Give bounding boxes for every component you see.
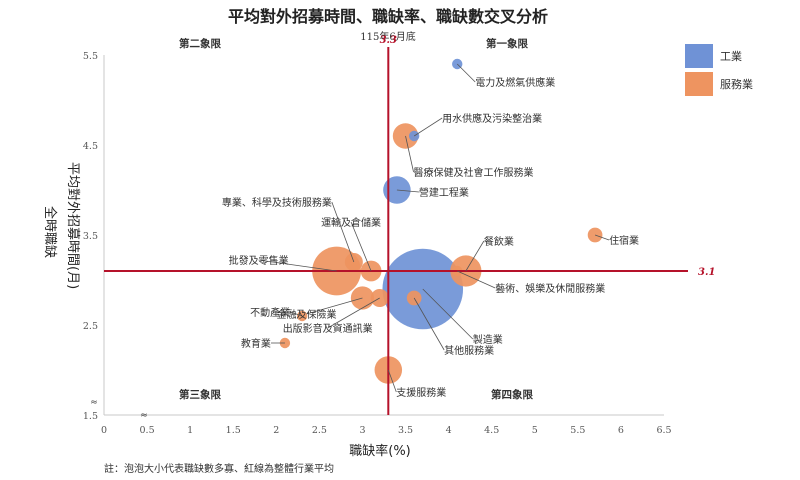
bubble-label: 教育業 (241, 337, 271, 350)
bubble-label: 支援服務業 (396, 386, 446, 399)
y-tick-label: 5.5 (83, 51, 98, 62)
bubble-label: 醫療保健及社會工作服務業 (414, 166, 534, 179)
bubble-label: 電力及燃氣供應業 (475, 76, 555, 89)
bubble-label: 批發及零售業 (229, 254, 289, 267)
bubble-label: 金融及保險業 (276, 308, 336, 321)
x-axis-label: 職缺率(%) (349, 443, 411, 459)
ref-value-vertical: 3.3 (380, 35, 397, 46)
x-tick-label: 3.5 (398, 425, 413, 436)
x-axis-break-mark: ≈ (140, 410, 148, 421)
bubble-label: 運輸及倉儲業 (321, 216, 381, 229)
label-leader-line (465, 240, 485, 272)
chart-note: 註：泡泡大小代表職缺數多寡、紅線為整體行業平均 (104, 462, 334, 475)
label-leader-line (350, 221, 372, 272)
ref-value-horizontal: 3.1 (698, 267, 715, 278)
x-tick-label: 1.5 (226, 425, 241, 436)
label-leader-line (258, 259, 337, 272)
y-axis-break-mark: ≈ (90, 397, 98, 408)
quadrant-label: 第一象限 (486, 37, 528, 50)
x-tick-label: 4 (446, 425, 452, 436)
x-tick-label: 6.5 (656, 425, 671, 436)
label-leader-line (405, 135, 414, 173)
label-leader-line (594, 234, 610, 241)
x-tick-label: 2 (273, 425, 279, 436)
label-leader-line (456, 63, 476, 83)
legend: 工業 服務業 (685, 44, 753, 96)
legend-swatch-industry (685, 44, 713, 68)
label-leader-line (457, 270, 496, 289)
bubble-label: 製造業 (473, 333, 503, 346)
chart-subtitle: 115年6月底 (360, 30, 415, 43)
label-leader-line (290, 311, 303, 317)
label-leader-line (422, 288, 474, 340)
bubble-label: 專業、科學及技術服務業 (222, 196, 332, 209)
x-tick-label: 5.5 (570, 425, 585, 436)
y-tick-label: 4.5 (83, 141, 98, 152)
label-leader-line (413, 297, 445, 351)
bubble-label: 餐飲業 (484, 235, 514, 248)
label-leader-line (331, 201, 355, 263)
y-tick-label: 3.5 (83, 231, 98, 242)
quadrant-label: 第三象限 (179, 388, 221, 401)
y-tick-label: 2.5 (83, 321, 98, 332)
bubble-label: 不動產業 (250, 306, 290, 319)
y-axis-label: 平均對外招募時間(月) 全時職缺 (42, 162, 80, 289)
legend-label-service: 服務業 (720, 77, 753, 91)
label-leader-line (387, 369, 397, 393)
y-tick-label: 1.5 (83, 411, 98, 422)
legend-swatch-service (685, 72, 713, 96)
x-tick-label: 1 (187, 425, 193, 436)
plot-area: 0 0.5 1 1.5 2 2.5 3 3.5 4 4.5 5 5.5 6 6.5 1.5 2.5 3.5 4.5… (83, 35, 716, 436)
x-tick-label: 2.5 (312, 425, 327, 436)
bubble-label: 營建工程業 (419, 186, 469, 199)
label-leader-line (396, 189, 419, 193)
bubble-point (344, 252, 363, 272)
y-axis-label-side: 全時職缺 (42, 206, 58, 258)
label-leader-line (327, 297, 380, 329)
x-tick-label: 0.5 (140, 425, 155, 436)
bubble-label: 藝術、娛樂及休閒服務業 (495, 282, 605, 295)
bubble-point (408, 130, 420, 142)
label-leader-line (413, 117, 443, 137)
bubble-label: 出版影音及資通訊業 (283, 322, 373, 335)
y-axis-label-main: 平均對外招募時間(月) (65, 162, 80, 289)
chart-title: 平均對外招募時間、職缺率、職缺數交叉分析 (228, 7, 548, 26)
bubble-label: 住宿業 (609, 234, 639, 247)
legend-label-industry: 工業 (720, 50, 742, 63)
x-tick-label: 0 (101, 425, 107, 436)
x-tick-label: 6 (618, 425, 624, 436)
bubble-label: 用水供應及污染整治業 (442, 112, 542, 125)
x-tick-label: 4.5 (484, 425, 499, 436)
quadrant-label: 第四象限 (491, 388, 533, 401)
quadrant-label: 第二象限 (179, 37, 221, 50)
x-tick-label: 3 (359, 425, 365, 436)
bubble-label: 其他服務業 (444, 344, 494, 357)
label-leader-line (306, 297, 363, 315)
x-tick-label: 5 (532, 425, 538, 436)
